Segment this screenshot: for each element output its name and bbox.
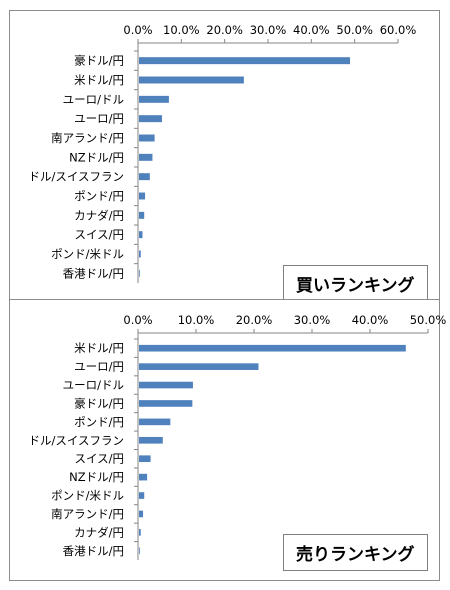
sell-ranking-category-label: 米ドル/円 xyxy=(74,341,124,355)
buy-ranking-x-tick-label: 20.0% xyxy=(206,23,243,37)
buy-ranking-bar xyxy=(139,76,244,84)
buy-ranking-category-label: 豪ドル/円 xyxy=(74,54,124,68)
sell-ranking-category-label: ユーロ/円 xyxy=(74,360,124,374)
buy-ranking-title: 買いランキング xyxy=(283,265,428,302)
sell-ranking-category-label: 豪ドル/円 xyxy=(74,396,124,410)
buy-ranking-category-label: ポンド/円 xyxy=(74,189,124,203)
buy-ranking-bar xyxy=(139,192,146,200)
buy-ranking-plot: 0.0% 10.0% 20.0% 30.0% 40.0% 50.0% 60.0% 豪ドル/円米… xyxy=(28,23,416,283)
buy-ranking-x-tick-label: 30.0% xyxy=(250,23,287,37)
sell-ranking-x-tick-label: 40.0% xyxy=(352,313,389,327)
sell-ranking-plot: 0.0% 10.0% 20.0% 30.0% 40.0% 50.0% 米ドル/円ユーロ/円ユ… xyxy=(28,313,446,560)
buy-ranking-category-label: スイス/円 xyxy=(74,228,124,242)
buy-ranking-bar xyxy=(139,211,145,219)
buy-ranking-category-label: ユーロ/円 xyxy=(74,112,124,126)
sell-ranking-bar xyxy=(139,473,148,481)
buy-ranking-x-tick-label: 50.0% xyxy=(336,23,373,37)
buy-ranking-bar xyxy=(139,269,140,277)
sell-ranking-category-label: ドル/スイスフラン xyxy=(28,433,124,447)
buy-ranking-bar xyxy=(139,231,143,239)
buy-ranking-chart-panel: 0.0% 10.0% 20.0% 30.0% 40.0% 50.0% 60.0% 豪ドル/円米… xyxy=(9,10,440,302)
buy-ranking-category-label: ポンド/米ドル xyxy=(51,247,124,261)
buy-ranking-category-label: 南アランド/円 xyxy=(51,131,124,145)
sell-ranking-category-label: NZドル/円 xyxy=(69,470,124,484)
buy-ranking-bar xyxy=(139,173,150,181)
buy-ranking-bar xyxy=(139,57,351,65)
sell-ranking-bar xyxy=(139,529,141,536)
sell-ranking-x-tick-label: 0.0% xyxy=(123,313,152,327)
sell-ranking-bar xyxy=(139,344,406,352)
buy-ranking-category-label: NZドル/円 xyxy=(69,150,124,164)
sell-ranking-x-tick-label: 50.0% xyxy=(410,313,447,327)
sell-ranking-bar xyxy=(139,510,144,518)
sell-ranking-title: 売りランキング xyxy=(283,534,428,571)
buy-ranking-bar xyxy=(139,153,153,161)
buy-ranking-x-tick-label: 40.0% xyxy=(293,23,330,37)
sell-ranking-category-label: スイス/円 xyxy=(74,452,124,466)
sell-ranking-bar xyxy=(139,363,259,370)
buy-ranking-category-label: ユーロ/ドル xyxy=(63,92,124,106)
sell-ranking-bar xyxy=(139,492,145,499)
sell-ranking-category-label: ポンド/円 xyxy=(74,415,124,429)
sell-ranking-category-label: ユーロ/ドル xyxy=(63,378,124,392)
buy-ranking-bar xyxy=(139,250,141,258)
sell-ranking-category-label: 南アランド/円 xyxy=(51,507,124,521)
sell-ranking-bar xyxy=(139,418,171,426)
sell-ranking-x-tick-label: 30.0% xyxy=(294,313,331,327)
sell-ranking-bar xyxy=(139,400,193,407)
sell-ranking-category-label: カナダ/円 xyxy=(74,525,124,539)
sell-ranking-x-tick-label: 20.0% xyxy=(236,313,273,327)
buy-ranking-category-label: 香港ドル/円 xyxy=(63,266,124,280)
buy-ranking-x-tick-label: 10.0% xyxy=(163,23,200,37)
buy-ranking-category-label: ドル/スイスフラン xyxy=(28,170,124,184)
buy-ranking-category-label: カナダ/円 xyxy=(74,208,124,222)
sell-ranking-bar xyxy=(139,547,140,555)
buy-ranking-bar xyxy=(139,95,169,103)
buy-ranking-bar xyxy=(139,134,155,142)
buy-ranking-chart: 0.0% 10.0% 20.0% 30.0% 40.0% 50.0% 60.0% 豪ドル/円米… xyxy=(28,23,416,283)
sell-ranking-chart-panel: 0.0% 10.0% 20.0% 30.0% 40.0% 50.0% 米ドル/円ユーロ/円ユ… xyxy=(9,299,446,581)
buy-ranking-x-tick-label: 0.0% xyxy=(123,23,152,37)
sell-ranking-bar xyxy=(139,436,163,444)
buy-ranking-x-tick-label: 60.0% xyxy=(380,23,417,37)
buy-ranking-category-label: 米ドル/円 xyxy=(74,73,124,87)
buy-ranking-bar xyxy=(139,115,162,123)
sell-ranking-x-tick-label: 10.0% xyxy=(178,313,215,327)
sell-ranking-category-label: 香港ドル/円 xyxy=(63,544,124,558)
sell-ranking-chart: 0.0% 10.0% 20.0% 30.0% 40.0% 50.0% 米ドル/円ユーロ/円ユ… xyxy=(28,313,446,560)
sell-ranking-bar xyxy=(139,455,151,463)
sell-ranking-bar xyxy=(139,381,193,389)
sell-ranking-category-label: ポンド/米ドル xyxy=(51,489,124,503)
